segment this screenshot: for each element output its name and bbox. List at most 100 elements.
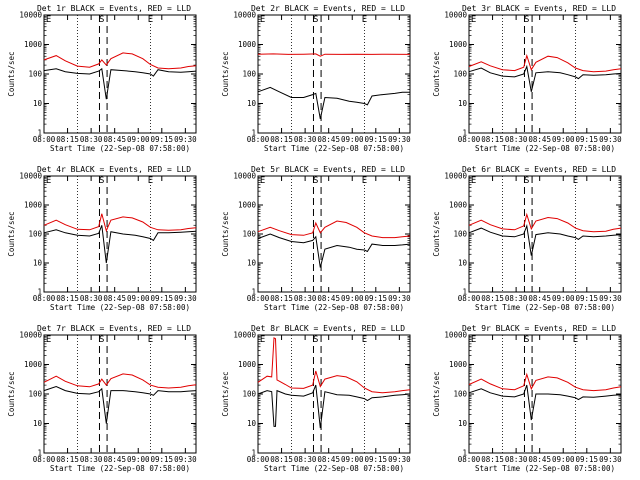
x-axis-label: Start Time (22-Sep-08 07:58:00) — [475, 303, 615, 312]
y-tick-label: 10 — [458, 259, 468, 268]
series-events-black — [257, 233, 411, 268]
event-marker-e: E — [46, 176, 51, 186]
y-axis-label: Counts/sec — [432, 51, 441, 96]
x-tick-label: 08:45 — [528, 135, 551, 144]
plot-frame — [257, 175, 411, 293]
y-axis-label: Counts/sec — [221, 211, 230, 256]
x-tick-label: 09:00 — [552, 455, 575, 464]
x-tick-label: 09:00 — [552, 294, 575, 303]
panel-title: Det 6r BLACK = Events, RED = LLD — [462, 165, 616, 174]
x-tick-label: 09:00 — [341, 455, 364, 464]
y-tick-label: 1000 — [449, 40, 468, 49]
y-axis-label: Counts/sec — [7, 371, 16, 416]
y-tick-label: 100 — [242, 230, 256, 239]
x-tick-label: 09:15 — [151, 294, 174, 303]
detector-panel-2: Det 2r BLACK = Events, RED = LLD 1 10 100 10… — [221, 4, 411, 153]
x-tick-label: 08:15 — [481, 135, 504, 144]
x-tick-label: 08:30 — [80, 455, 103, 464]
series-events-black — [468, 384, 622, 421]
detector-panel-6: Det 6r BLACK = Events, RED = LLD 1 10 100 10… — [432, 165, 622, 312]
x-tick-label: 09:15 — [365, 455, 388, 464]
y-tick-label: 10 — [33, 259, 43, 268]
event-marker-e: E — [148, 335, 153, 345]
x-tick-label: 09:30 — [174, 455, 197, 464]
x-tick-label: 08:00 — [458, 294, 481, 303]
series-events-black — [468, 223, 622, 256]
x-tick-label: 08:00 — [33, 455, 56, 464]
y-tick-label: 1 — [37, 449, 42, 458]
x-tick-label: 08:15 — [56, 135, 79, 144]
event-marker-e: E — [260, 176, 265, 186]
x-tick-label: 08:00 — [247, 455, 270, 464]
y-tick-label: 1000 — [238, 201, 257, 210]
x-tick-label: 08:45 — [528, 294, 551, 303]
y-axis-label: Counts/sec — [432, 371, 441, 416]
detector-panel-4: Det 4r BLACK = Events, RED = LLD 1 10 100 10… — [7, 165, 197, 312]
event-marker-e: E — [471, 176, 476, 186]
event-marker-s: S — [524, 176, 529, 186]
series-events-black — [257, 384, 411, 429]
y-tick-label: 100 — [28, 230, 42, 239]
y-tick-label: 10000 — [19, 11, 42, 20]
y-tick-label: 1000 — [238, 40, 257, 49]
y-tick-label: 10 — [33, 99, 43, 108]
x-tick-label: 08:45 — [103, 294, 126, 303]
y-tick-label: 10 — [247, 259, 257, 268]
x-tick-label: 09:30 — [599, 294, 622, 303]
y-tick-label: 1000 — [24, 201, 43, 210]
y-tick-label: 10000 — [444, 331, 467, 340]
series-lld-red — [468, 372, 622, 392]
detector-panel-3: Det 3r BLACK = Events, RED = LLD 1 10 100 10… — [432, 4, 622, 153]
event-marker-e: E — [260, 335, 265, 345]
x-axis-label: Start Time (22-Sep-08 07:58:00) — [50, 464, 190, 473]
x-tick-label: 08:45 — [317, 135, 340, 144]
x-tick-label: 08:30 — [294, 135, 317, 144]
x-tick-label: 09:15 — [576, 455, 599, 464]
panel-title: Det 1r BLACK = Events, RED = LLD — [37, 4, 191, 13]
series-lld-red — [468, 212, 622, 233]
y-tick-label: 1 — [37, 288, 42, 297]
x-tick-label: 08:00 — [458, 135, 481, 144]
plot-frame — [468, 14, 622, 134]
y-tick-label: 10 — [458, 99, 468, 108]
event-marker-s: S — [313, 15, 318, 25]
series-lld-red — [43, 52, 197, 70]
x-tick-label: 08:45 — [317, 455, 340, 464]
x-tick-label: 09:15 — [365, 294, 388, 303]
event-marker-e: E — [573, 335, 578, 345]
y-tick-label: 100 — [453, 390, 467, 399]
x-tick-label: 08:00 — [33, 294, 56, 303]
x-tick-label: 09:30 — [388, 294, 411, 303]
x-tick-label: 08:00 — [247, 294, 270, 303]
series-events-black — [257, 86, 410, 120]
x-axis-label: Start Time (22-Sep-08 07:58:00) — [264, 303, 404, 312]
y-tick-label: 10000 — [19, 172, 42, 181]
x-tick-label: 09:15 — [151, 455, 174, 464]
x-tick-label: 08:30 — [505, 135, 528, 144]
plot-frame — [43, 175, 197, 293]
y-tick-label: 10000 — [233, 11, 256, 20]
series-lld-red — [43, 213, 197, 233]
event-marker-e: E — [148, 15, 153, 25]
event-marker-e: E — [362, 176, 367, 186]
x-tick-label: 09:00 — [127, 294, 150, 303]
x-tick-label: 08:30 — [505, 455, 528, 464]
event-marker-s: S — [99, 176, 104, 186]
x-tick-label: 08:15 — [56, 294, 79, 303]
event-marker-s: S — [99, 335, 104, 345]
x-tick-label: 08:15 — [270, 135, 293, 144]
detector-panel-1: Det 1r BLACK = Events, RED = LLD 1 10 100 10… — [7, 4, 197, 153]
y-tick-label: 100 — [28, 70, 42, 79]
y-tick-label: 10000 — [233, 331, 256, 340]
y-axis-label: Counts/sec — [7, 211, 16, 256]
y-tick-label: 1000 — [449, 201, 468, 210]
x-tick-label: 08:15 — [56, 455, 79, 464]
event-marker-e: E — [362, 335, 367, 345]
event-marker-e: E — [471, 15, 476, 25]
x-tick-label: 08:30 — [294, 455, 317, 464]
y-tick-label: 100 — [242, 390, 256, 399]
panel-title: Det 4r BLACK = Events, RED = LLD — [37, 165, 191, 174]
x-axis-label: Start Time (22-Sep-08 07:58:00) — [50, 303, 190, 312]
y-tick-label: 100 — [28, 390, 42, 399]
x-tick-label: 09:00 — [552, 135, 575, 144]
